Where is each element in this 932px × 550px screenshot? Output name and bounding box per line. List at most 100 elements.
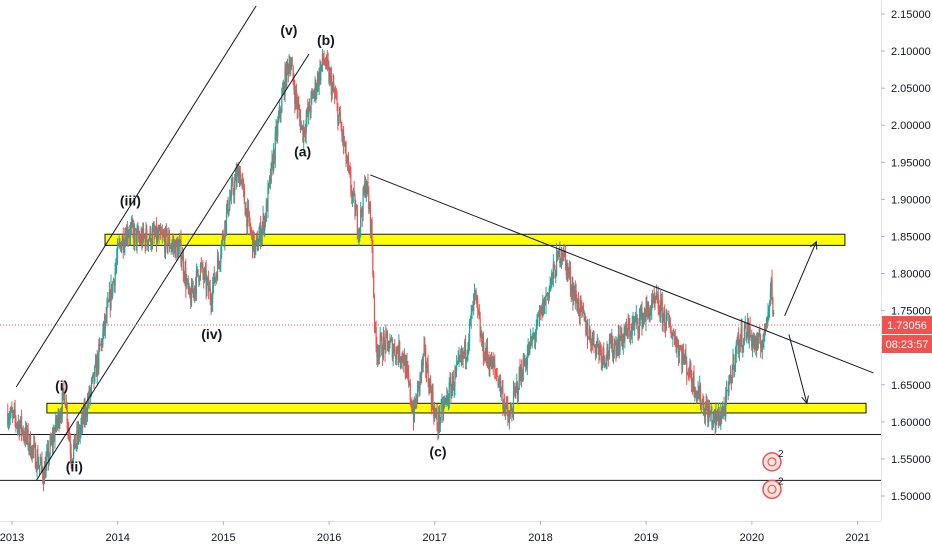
time-tick-label: 2013: [0, 532, 24, 544]
candle-body: [699, 385, 702, 406]
candle-body: [383, 336, 385, 342]
candle-body: [150, 228, 152, 246]
candle-body: [268, 183, 270, 188]
candle-body: [34, 443, 36, 445]
candle-body: [672, 333, 674, 337]
candle-body: [91, 376, 93, 381]
event-marker[interactable]: [762, 479, 782, 500]
candle-body: [521, 367, 523, 380]
candle-body: [621, 338, 624, 347]
candle-body: [498, 383, 500, 385]
candle-body: [15, 418, 17, 425]
candle-body: [7, 412, 9, 425]
candle-body: [155, 226, 158, 243]
candle-body: [466, 355, 468, 358]
arrow-head: [810, 240, 818, 250]
trend-line[interactable]: [35, 53, 310, 481]
candle-body: [638, 316, 641, 332]
candle-body: [468, 340, 470, 349]
candle-body: [595, 343, 598, 356]
candle-body: [225, 220, 227, 230]
candle-body: [247, 207, 249, 227]
candle-body: [532, 335, 534, 337]
candle-body: [35, 467, 37, 470]
candle-body: [92, 372, 94, 377]
candle-body: [636, 314, 638, 320]
candle-body: [349, 169, 351, 176]
candle-body: [186, 281, 188, 288]
candle-body: [363, 188, 365, 194]
forecast-arrow[interactable]: [784, 241, 817, 317]
candle-body: [158, 231, 160, 238]
candle-body: [22, 429, 24, 437]
candle-body: [213, 273, 215, 283]
candle-body: [743, 327, 746, 340]
candle-body: [283, 83, 285, 96]
candle-body: [541, 306, 543, 317]
candle-body: [708, 406, 710, 423]
candle-body: [203, 273, 205, 280]
candle-body: [199, 264, 202, 279]
event-marker-inner: [767, 457, 777, 467]
candle-body: [298, 104, 300, 109]
candle-body: [501, 388, 503, 390]
candle-body: [656, 293, 659, 295]
candle-body: [764, 323, 767, 326]
horizontal-zone[interactable]: [46, 402, 867, 414]
candle-body: [446, 395, 448, 397]
candle-body: [452, 376, 454, 391]
candle-body: [676, 342, 678, 352]
candle-body: [299, 116, 302, 130]
candle-body: [205, 270, 207, 290]
candle-body: [233, 192, 235, 196]
candle-body: [95, 361, 97, 377]
candle-body: [377, 352, 380, 357]
candle-body: [729, 375, 731, 377]
candle-body: [38, 466, 40, 468]
horizontal-zone[interactable]: [104, 233, 846, 246]
candle-body: [742, 345, 744, 349]
candle-body: [634, 318, 637, 321]
candle-body: [286, 61, 288, 87]
candle-body: [242, 179, 244, 183]
candle-body: [451, 376, 454, 388]
candle-body: [210, 299, 212, 306]
candle-body: [447, 402, 450, 404]
candle-body: [434, 409, 437, 416]
candle-body: [698, 390, 700, 399]
candle-body: [344, 142, 346, 146]
candle-body: [316, 88, 318, 95]
event-marker[interactable]: [762, 452, 782, 472]
candle-body: [326, 56, 328, 62]
candle-body: [282, 83, 285, 91]
candle-body: [27, 429, 29, 448]
forecast-arrow[interactable]: [788, 334, 808, 404]
time-axis[interactable]: 2013 2014 2015 2016 2017 2018 2019 2020 2021: [0, 521, 870, 544]
candle-body: [164, 229, 167, 252]
price-axis[interactable]: 2.15000 2.10000 2.05000 2.00000 1.95000 1.900…: [881, 9, 931, 503]
wave-label: (c): [429, 444, 446, 460]
candle-body: [142, 228, 144, 245]
candle-body: [424, 344, 426, 348]
trend-line[interactable]: [15, 5, 257, 388]
candle-body: [146, 228, 148, 241]
candle-body: [473, 294, 475, 312]
candle-body: [686, 360, 688, 375]
candle-body: [538, 311, 541, 317]
candle-body: [308, 103, 311, 112]
candle-body: [51, 437, 53, 444]
candle-body: [243, 187, 245, 204]
candle-body: [370, 219, 372, 232]
candle-body: [385, 332, 387, 352]
candle-body: [337, 104, 339, 125]
candle-body: [773, 312, 775, 315]
candle-body: [188, 287, 190, 290]
candle-body: [260, 234, 263, 243]
candle-body: [453, 386, 455, 391]
candle-body: [457, 357, 459, 362]
candle-body: [632, 321, 634, 324]
candle-body: [611, 335, 613, 348]
trend-line[interactable]: [370, 174, 874, 374]
